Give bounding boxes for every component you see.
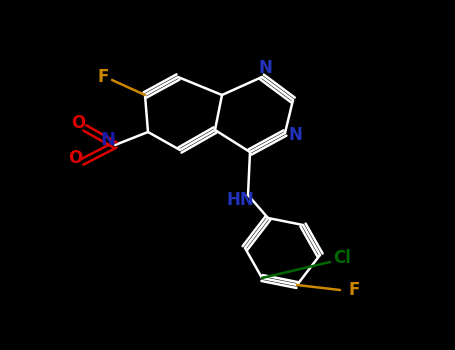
Text: HN: HN [226,191,254,209]
Text: O: O [71,114,85,132]
Text: N: N [101,131,116,149]
Text: N: N [258,59,272,77]
Text: F: F [349,281,360,299]
Text: F: F [97,68,109,86]
Text: Cl: Cl [333,249,351,267]
Text: O: O [68,149,82,167]
Text: N: N [288,126,302,144]
